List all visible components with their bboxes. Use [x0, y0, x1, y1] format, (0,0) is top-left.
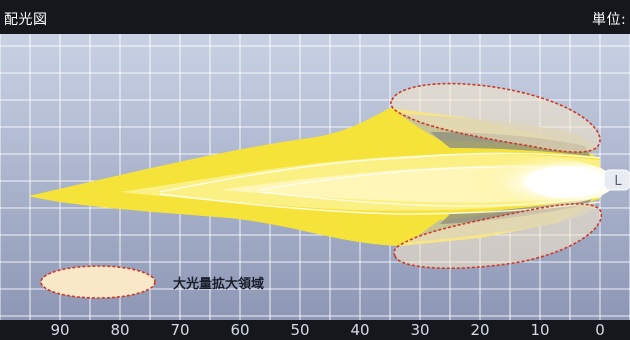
- x-tick-label: 90: [50, 321, 70, 339]
- diagram-title: 配光図: [4, 12, 48, 28]
- legend-swatch: [40, 265, 156, 299]
- unit-label: 単位:: [592, 12, 627, 28]
- light-source-label: L: [614, 174, 622, 189]
- x-tick-label: 80: [110, 321, 130, 339]
- x-tick-label: 0: [595, 321, 605, 339]
- x-tick-label: 30: [410, 321, 430, 339]
- beam-contour-line-1: [159, 152, 601, 193]
- x-tick-label: 20: [470, 321, 490, 339]
- legend-label: 大光量拡大領域: [173, 277, 265, 292]
- beam-hotspot: [525, 166, 605, 198]
- axis-band: [0, 320, 630, 340]
- x-tick-label: 50: [290, 321, 310, 339]
- lower-expanded-region: [393, 203, 603, 270]
- x-tick-label: 10: [530, 321, 550, 339]
- light-source-marker: [603, 169, 630, 191]
- x-tick-label: 70: [170, 321, 190, 339]
- upper-expanded-region: [390, 82, 601, 153]
- x-tick-label: 40: [350, 321, 370, 339]
- x-tick-label: 60: [230, 321, 250, 339]
